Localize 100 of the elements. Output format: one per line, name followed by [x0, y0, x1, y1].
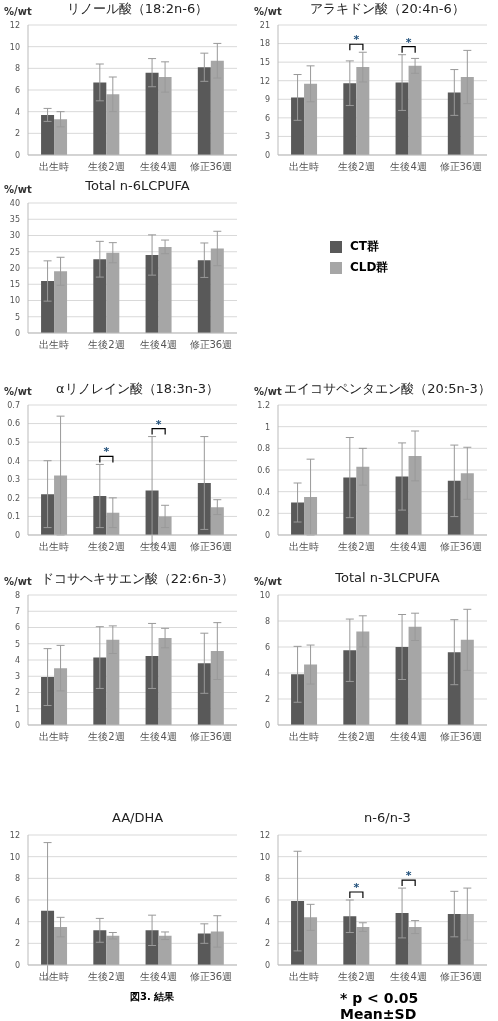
- y-tick-label: 2: [14, 939, 20, 949]
- annotation: *: [353, 33, 360, 47]
- y-tick-label: 6: [14, 895, 20, 905]
- bar: [93, 82, 107, 155]
- y-tick-label: 0: [264, 150, 270, 160]
- y-tick-label: 0: [14, 720, 20, 730]
- bar: [304, 497, 318, 535]
- bar: [343, 916, 357, 965]
- y-tick-label: 0: [14, 150, 20, 160]
- x-tick-label: 生後4週: [140, 971, 177, 983]
- x-tick-label: 生後2週: [88, 971, 125, 983]
- y-tick-label: 4: [264, 668, 270, 678]
- y-tick-label: 18: [259, 39, 270, 49]
- y-tick-label: 5: [14, 639, 20, 649]
- bar: [54, 271, 68, 333]
- y-tick-label: 7: [14, 607, 20, 617]
- y-tick-label: 25: [9, 247, 20, 257]
- x-tick-label: 生後4週: [390, 731, 427, 743]
- y-tick-label: 21: [259, 20, 270, 30]
- y-tick-label: 0.6: [257, 465, 270, 475]
- x-tick-label: 生後4週: [140, 339, 177, 351]
- bar: [210, 248, 224, 333]
- bar: [197, 933, 211, 965]
- y-tick-label: 3: [264, 132, 270, 142]
- bar: [145, 930, 159, 965]
- bar: [197, 260, 211, 333]
- y-tick-label: 1: [264, 422, 270, 432]
- bar: [304, 664, 318, 725]
- bar: [93, 496, 107, 535]
- x-tick-label: 生後2週: [338, 731, 375, 743]
- bar: [210, 507, 224, 535]
- y-tick-label: 0: [14, 328, 20, 338]
- bar: [356, 631, 370, 725]
- x-tick-label: 生後2週: [88, 339, 125, 351]
- bar: [210, 651, 224, 725]
- bar: [291, 502, 305, 535]
- annotation: *: [155, 417, 162, 431]
- bar: [460, 77, 474, 155]
- y-tick-label: 35: [9, 215, 20, 225]
- bar: [343, 650, 357, 725]
- x-tick-label: 生後4週: [390, 161, 427, 173]
- annotation: *: [405, 35, 412, 49]
- x-tick-label: 生後2週: [338, 541, 375, 553]
- y-tick-label: 8: [14, 590, 20, 600]
- bar: [395, 82, 409, 155]
- y-tick-label: 10: [9, 42, 20, 52]
- chart-title: Total n-6LCPUFA: [84, 178, 191, 193]
- bar: [304, 83, 318, 155]
- annotation: *: [103, 445, 110, 459]
- x-tick-label: 出生時: [289, 161, 320, 173]
- y-tick-label: 6: [264, 895, 270, 905]
- bar: [106, 639, 120, 725]
- y-axis-title: %/wt: [4, 184, 32, 195]
- y-tick-label: 15: [259, 57, 270, 67]
- chart-title: Total n-3LCPUFA: [334, 570, 441, 585]
- bar: [447, 480, 461, 535]
- bar: [54, 668, 68, 725]
- bar: [106, 94, 120, 155]
- y-axis-title: %/wt: [4, 386, 32, 397]
- y-tick-label: 2: [14, 129, 20, 139]
- bar: [408, 927, 422, 965]
- y-tick-label: 12: [9, 830, 20, 840]
- y-tick-label: 30: [9, 231, 20, 241]
- chart-title: アラキドン酸（20:4n-6）: [309, 0, 466, 18]
- bar: [197, 67, 211, 155]
- y-tick-label: 4: [14, 917, 20, 927]
- bar: [145, 72, 159, 155]
- y-tick-label: 8: [264, 616, 270, 626]
- chart-title: n-6/n-3: [363, 810, 412, 825]
- x-tick-label: 生後2週: [338, 971, 375, 983]
- bar: [106, 512, 120, 535]
- bar: [145, 655, 159, 725]
- chart-title: αリノレイン酸（18:3n-3）: [55, 380, 220, 398]
- y-axis-title: %/wt: [4, 6, 32, 17]
- y-tick-label: 15: [9, 280, 20, 290]
- bar: [93, 259, 107, 333]
- y-tick-label: 2: [264, 939, 270, 949]
- y-tick-label: 1.2: [257, 400, 270, 410]
- chart-title: ドコサヘキサエン酸（22:6n-3）: [39, 570, 236, 588]
- y-tick-label: 40: [9, 198, 20, 208]
- y-tick-label: 12: [9, 20, 20, 30]
- y-tick-label: 0: [14, 960, 20, 970]
- y-tick-label: 8: [14, 64, 20, 74]
- text: Mean±SD: [340, 1006, 418, 1021]
- y-tick-label: 0.5: [7, 437, 20, 447]
- bar: [408, 455, 422, 535]
- chart-title: エイコサペンタエン酸（20:5n-3）: [283, 380, 492, 398]
- y-tick-label: 5: [14, 312, 20, 322]
- bar: [343, 477, 357, 535]
- y-tick-label: 0.1: [7, 512, 20, 522]
- bar: [158, 246, 172, 333]
- y-tick-label: 1: [14, 704, 20, 714]
- bar: [41, 114, 55, 155]
- bar: [447, 914, 461, 965]
- x-tick-label: 出生時: [39, 971, 70, 983]
- y-tick-label: 0.6: [7, 419, 20, 429]
- bar: [356, 67, 370, 155]
- bar: [158, 638, 172, 725]
- x-tick-label: 出生時: [39, 339, 70, 351]
- y-tick-label: 4: [14, 107, 20, 117]
